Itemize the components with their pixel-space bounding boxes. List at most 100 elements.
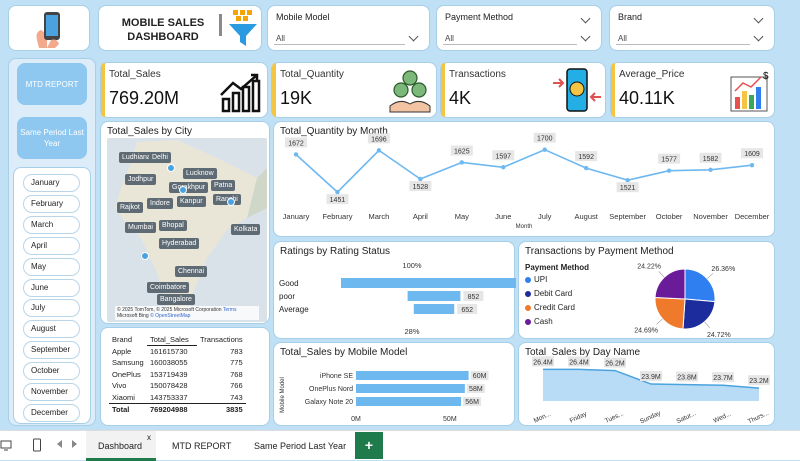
- chevron-down-icon[interactable]: [408, 31, 419, 42]
- mobile-view-icon[interactable]: [32, 438, 42, 452]
- city-label[interactable]: Bhopal: [159, 220, 187, 231]
- month-item[interactable]: July: [23, 299, 80, 318]
- month-item[interactable]: September: [23, 341, 80, 360]
- month-item[interactable]: February: [23, 194, 80, 213]
- map-bubble[interactable]: [167, 164, 175, 172]
- city-label[interactable]: Rajkot: [117, 202, 143, 213]
- qty-data-label-bg: [616, 182, 639, 193]
- kpi-transactions: Transactions 4K: [440, 62, 606, 118]
- qty-line-chart[interactable]: 1672 1451 1696 1528 1625 1597 1700 1592 1521 1577…: [274, 122, 776, 238]
- funnel-bar[interactable]: [407, 291, 461, 301]
- map-bubble[interactable]: [141, 252, 149, 260]
- chart-title: Total_Sales by Day Name: [525, 347, 641, 358]
- chevron-down-icon[interactable]: [580, 13, 591, 24]
- city-label[interactable]: Lucknow: [183, 168, 217, 179]
- legend-item[interactable]: UPI: [525, 275, 547, 284]
- city-label[interactable]: Patna: [211, 180, 236, 191]
- ratings-funnel-chart[interactable]: 100% Good poor 852 Average 652 28%: [274, 242, 516, 340]
- chevron-down-icon[interactable]: [580, 31, 591, 42]
- city-label[interactable]: Hyderabad: [159, 238, 200, 249]
- qty-data-label: 1625: [454, 148, 470, 155]
- month-item[interactable]: January: [23, 174, 80, 192]
- tab-mtd-report[interactable]: MTD REPORT: [165, 431, 235, 461]
- next-page-icon[interactable]: [72, 440, 77, 448]
- city-label[interactable]: Bangalore: [157, 294, 195, 305]
- city-label[interactable]: Chennai: [175, 266, 208, 277]
- add-page-button[interactable]: +: [355, 432, 383, 459]
- city-label[interactable]: Kanpur: [177, 196, 206, 207]
- qty-point[interactable]: [708, 167, 713, 173]
- qty-point[interactable]: [376, 148, 382, 153]
- city-label[interactable]: Coimbatore: [147, 282, 190, 293]
- city-label[interactable]: Jodhpur: [125, 174, 157, 185]
- mobile-model-filter[interactable]: Mobile Model All: [267, 5, 430, 51]
- map-bubble[interactable]: [227, 198, 235, 206]
- prev-page-icon[interactable]: [57, 440, 62, 448]
- month-item[interactable]: May: [23, 257, 80, 276]
- brand-filter[interactable]: Brand All: [609, 5, 775, 51]
- model-bar-chart[interactable]: Mobile Model iPhone SE 60M OnePlus Nord 58M G…: [274, 343, 516, 427]
- column-header[interactable]: Transactions: [200, 335, 243, 345]
- table-row[interactable]: Vivo 150078428 766: [109, 380, 246, 392]
- x-tick-label: Satur...: [676, 410, 698, 425]
- city-label[interactable]: Gorakhpur: [169, 182, 209, 193]
- model-bar[interactable]: [356, 384, 465, 393]
- model-bar[interactable]: [356, 397, 462, 406]
- funnel-bar[interactable]: [341, 278, 516, 288]
- model-bar[interactable]: [356, 371, 469, 380]
- qty-point[interactable]: [335, 189, 340, 195]
- qty-point[interactable]: [459, 160, 465, 165]
- qty-point[interactable]: [501, 165, 506, 170]
- city-label[interactable]: Delhi: [149, 152, 171, 163]
- qty-point[interactable]: [583, 165, 589, 171]
- desktop-view-icon[interactable]: [0, 439, 12, 451]
- qty-point[interactable]: [749, 163, 755, 168]
- month-item[interactable]: August: [23, 320, 80, 339]
- qty-point[interactable]: [293, 152, 299, 157]
- tab-dashboard[interactable]: Dashboard x: [86, 431, 156, 461]
- month-item[interactable]: March: [23, 215, 80, 234]
- chevron-down-icon[interactable]: [753, 13, 764, 24]
- map-bubble[interactable]: [179, 186, 187, 194]
- city-label[interactable]: Kolkata: [231, 224, 261, 235]
- qty-point[interactable]: [666, 168, 672, 173]
- column-header[interactable]: Total_Sales: [147, 334, 197, 346]
- table-row[interactable]: Samsung 160038055 775: [109, 357, 246, 369]
- kpi-label: Total_Sales: [109, 69, 161, 80]
- month-item[interactable]: October: [23, 362, 80, 381]
- legend-item[interactable]: Cash: [525, 317, 553, 326]
- mtd-report-button[interactable]: MTD REPORT: [17, 63, 87, 105]
- same-period-button[interactable]: Same Period Last Year: [17, 117, 87, 159]
- map-area[interactable]: Ludhiana Delhi Lucknow Jodhpur Gorakhpur Patn…: [107, 138, 267, 322]
- table-row[interactable]: Apple 161615730 783: [109, 346, 246, 358]
- city-label[interactable]: Ludhiana: [119, 152, 154, 163]
- payment-method-filter[interactable]: Payment Method All: [436, 5, 602, 51]
- table-row[interactable]: Xiaomi 143753337 743: [109, 392, 246, 404]
- city-label[interactable]: Ranchi: [213, 194, 241, 205]
- payment-pie-chart[interactable]: 26.36% 24.72% 24.69% 24.22%: [519, 242, 776, 340]
- pie-slice[interactable]: [654, 297, 686, 330]
- pie-slice[interactable]: [682, 298, 716, 330]
- tab-same-period[interactable]: Same Period Last Year: [246, 431, 346, 461]
- city-label[interactable]: Mumbai: [125, 222, 156, 233]
- qty-point[interactable]: [542, 147, 547, 152]
- funnel-bar[interactable]: [413, 304, 455, 314]
- month-item[interactable]: April: [23, 236, 80, 255]
- pie-slice[interactable]: [654, 268, 686, 300]
- chevron-down-icon[interactable]: [753, 31, 764, 42]
- qty-data-label-bg: [699, 152, 722, 163]
- month-item[interactable]: June: [23, 278, 80, 297]
- month-item[interactable]: December: [23, 403, 80, 422]
- day-area-chart[interactable]: 26.4M Mon... 26.4M Friday 26.2M Tues... 23.9M S…: [519, 343, 776, 427]
- qty-point[interactable]: [418, 176, 423, 182]
- total-sales: 769204988: [150, 404, 188, 414]
- column-header[interactable]: Brand: [112, 335, 133, 345]
- month-item[interactable]: November: [23, 383, 80, 401]
- table-row[interactable]: OnePlus 153719439 768: [109, 369, 246, 381]
- tab-close-icon[interactable]: x: [147, 433, 151, 442]
- pie-slice[interactable]: [684, 268, 716, 303]
- city-label[interactable]: Indore: [147, 198, 173, 209]
- legend-item[interactable]: Debit Card: [525, 289, 572, 298]
- legend-item[interactable]: Credit Card: [525, 303, 575, 312]
- qty-point[interactable]: [625, 178, 630, 183]
